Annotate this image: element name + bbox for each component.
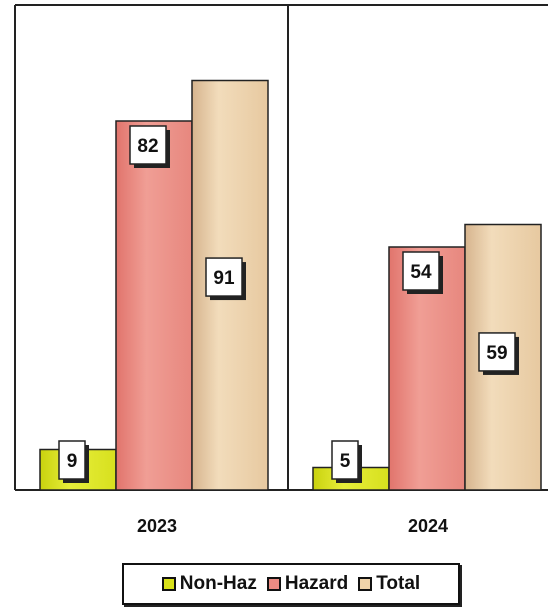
legend-swatch-total	[358, 577, 373, 591]
data-label-box	[129, 125, 167, 165]
legend-item-total: Total	[358, 573, 420, 595]
legend: Non-Haz Hazard Total	[122, 563, 460, 605]
legend-swatch-non-haz	[161, 577, 176, 591]
data-label-text: 5	[340, 451, 351, 472]
data-label-box	[58, 440, 86, 480]
data-label-text: 59	[486, 343, 507, 364]
legend-label-non-haz: Non-Haz	[179, 573, 257, 594]
data-label-box	[478, 332, 516, 372]
data-label-hazard-2023: 82	[129, 125, 170, 168]
data-label-box	[402, 251, 440, 291]
data-label-text: 54	[410, 262, 432, 283]
data-labels-layer: 9 82 91 5 54 59	[58, 125, 519, 483]
bar-hazard-2023	[115, 120, 193, 491]
x-tick-labels: 2023 2024	[137, 516, 448, 536]
bars-layer	[39, 79, 542, 491]
data-label-total-2024: 59	[478, 332, 519, 375]
data-label-box	[331, 440, 359, 480]
data-label-total-2023: 91	[205, 257, 246, 301]
legend-swatch-hazard	[266, 577, 281, 591]
x-tick-label-2023: 2023	[137, 516, 177, 536]
legend-item-non-haz: Non-Haz	[161, 573, 257, 595]
data-label-hazard-2024: 54	[402, 251, 443, 294]
legend-item-hazard: Hazard	[266, 573, 349, 595]
data-label-non-haz-2024: 5	[331, 440, 362, 483]
data-label-text: 82	[137, 136, 158, 157]
data-label-text: 91	[213, 268, 235, 289]
data-label-non-haz-2023: 9	[58, 440, 89, 483]
legend-label-hazard: Hazard	[284, 573, 349, 594]
data-label-box	[205, 257, 243, 297]
x-tick-label-2024: 2024	[408, 516, 448, 536]
legend-label-total: Total	[376, 573, 421, 594]
data-label-text: 9	[67, 451, 78, 472]
